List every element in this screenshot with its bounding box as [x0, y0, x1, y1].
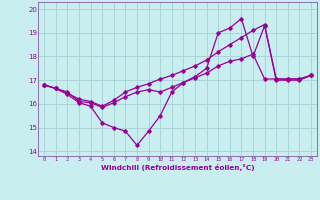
X-axis label: Windchill (Refroidissement éolien,°C): Windchill (Refroidissement éolien,°C) — [101, 164, 254, 171]
